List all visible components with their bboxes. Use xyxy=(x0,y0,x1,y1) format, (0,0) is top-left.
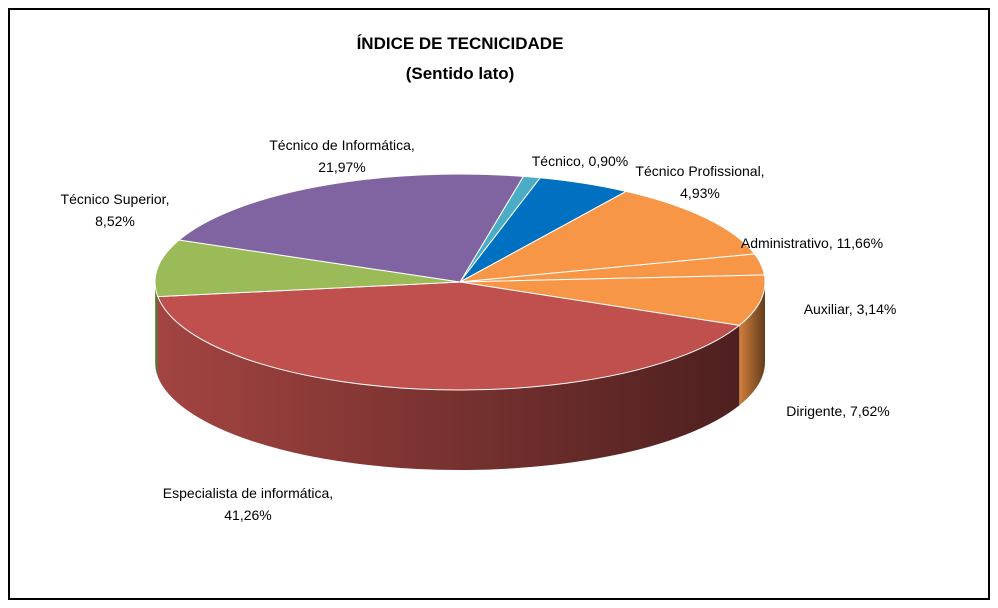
label-category: Técnico, xyxy=(531,153,585,169)
label-category: Técnico Superior, xyxy=(60,191,170,207)
label-value: 41,26% xyxy=(224,507,272,523)
data-label: Administrativo, 11,66% xyxy=(737,232,887,254)
pie-slice xyxy=(459,190,756,283)
chart-subtitle: (Sentido lato) xyxy=(405,64,515,83)
data-label: Dirigente, 7,62% xyxy=(758,400,918,422)
label-value: 0,90% xyxy=(588,153,629,169)
pie-slice-side xyxy=(157,296,740,471)
data-label: Auxiliar, 3,14% xyxy=(775,298,925,320)
pie-slice xyxy=(157,281,741,391)
data-label: Técnico, 0,90% xyxy=(500,150,660,172)
pie-slice-side xyxy=(155,282,158,377)
data-label: Técnico Superior, 8,52% xyxy=(45,188,185,232)
label-value: 8,52% xyxy=(95,213,135,229)
label-category: Dirigente, xyxy=(786,403,847,419)
label-value: 21,97% xyxy=(318,159,366,175)
data-label: Técnico de Informática, 21,97% xyxy=(247,134,437,178)
label-value: 11,66% xyxy=(836,235,884,251)
label-category: Auxiliar, xyxy=(803,301,853,317)
label-value: 3,14% xyxy=(856,301,897,317)
label-category: Técnico Profissional, xyxy=(635,163,765,179)
pie-slice xyxy=(459,274,766,326)
pie-slice xyxy=(154,239,461,298)
data-label: Especialista de informática, 41,26% xyxy=(158,482,338,526)
pie-slice xyxy=(177,173,525,283)
label-category: Administrativo, xyxy=(740,235,833,251)
label-value: 7,62% xyxy=(850,403,890,419)
label-category: Técnico de Informática, xyxy=(269,137,415,153)
label-value: 4,93% xyxy=(680,185,720,201)
data-label: Técnico Profissional, 4,93% xyxy=(620,160,780,204)
pie-slice-side xyxy=(739,282,765,406)
label-category: Especialista de informática, xyxy=(162,485,334,501)
chart-title: ÍNDICE DE TECNICIDADE xyxy=(356,34,564,53)
